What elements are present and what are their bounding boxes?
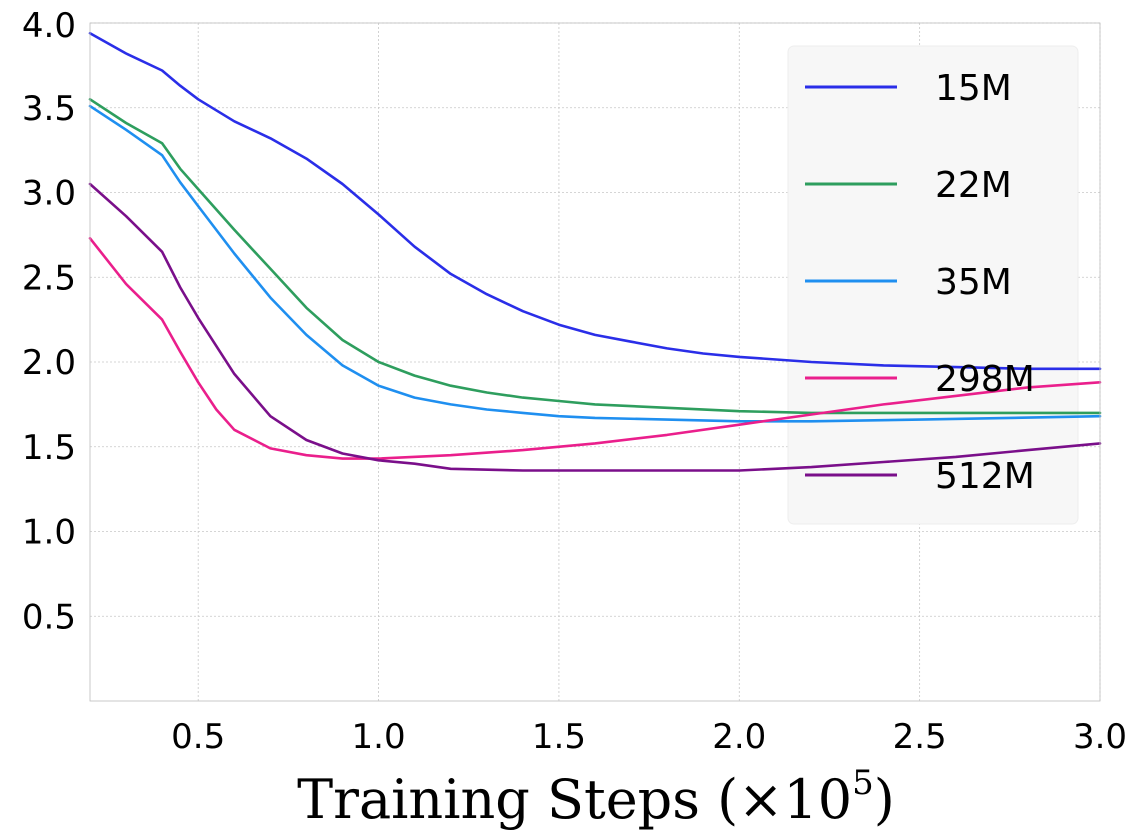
series-group: [88, 31, 1102, 472]
legend-label-35m: 35M: [935, 262, 1012, 303]
y-tick-label: 1.5: [22, 428, 76, 468]
x-tick-label: 2.5: [893, 717, 947, 757]
y-tick-label: 2.0: [22, 343, 76, 383]
x-tick-label: 2.0: [712, 717, 766, 757]
legend: 15M 22M 35M 298M 512M: [805, 68, 1035, 497]
y-tick-label: 3.0: [22, 174, 76, 214]
x-tick-label: 1.0: [352, 717, 406, 757]
x-axis-ticks: 0.5 1.0 1.5 2.0 2.5 3.0: [171, 717, 1127, 757]
x-tick-label: 3.0: [1073, 717, 1127, 757]
x-tick-label: 0.5: [171, 717, 225, 757]
series-line-512m: [88, 182, 1102, 472]
legend-label-22m: 22M: [935, 165, 1012, 206]
series-line-15m: [88, 31, 1102, 371]
legend-label-298m: 298M: [935, 359, 1035, 400]
y-axis-ticks: 0.5 1.0 1.5 2.0 2.5 3.0 3.5 4.0: [22, 6, 76, 637]
x-tick-label: 1.5: [532, 717, 586, 757]
x-axis-title-exponent: 5: [852, 763, 874, 803]
legend-box: [787, 45, 1079, 525]
y-tick-label: 2.5: [22, 258, 76, 298]
y-tick-label: 3.5: [22, 89, 76, 129]
legend-label-512m: 512M: [935, 456, 1035, 497]
plot-frame: [89, 22, 1101, 702]
x-axis-title-main: Training Steps (×10: [297, 768, 852, 831]
x-axis-title-suffix: ): [874, 768, 895, 831]
series-line-298m: [88, 237, 1102, 460]
legend-label-15m: 15M: [935, 68, 1012, 109]
y-tick-label: 4.0: [22, 6, 76, 46]
y-tick-label: 1.0: [22, 513, 76, 553]
y-tick-label: 0.5: [22, 597, 76, 637]
x-axis-title: Training Steps (×105): [297, 763, 895, 831]
series-line-35m: [88, 104, 1102, 423]
series-line-22m: [88, 98, 1102, 415]
